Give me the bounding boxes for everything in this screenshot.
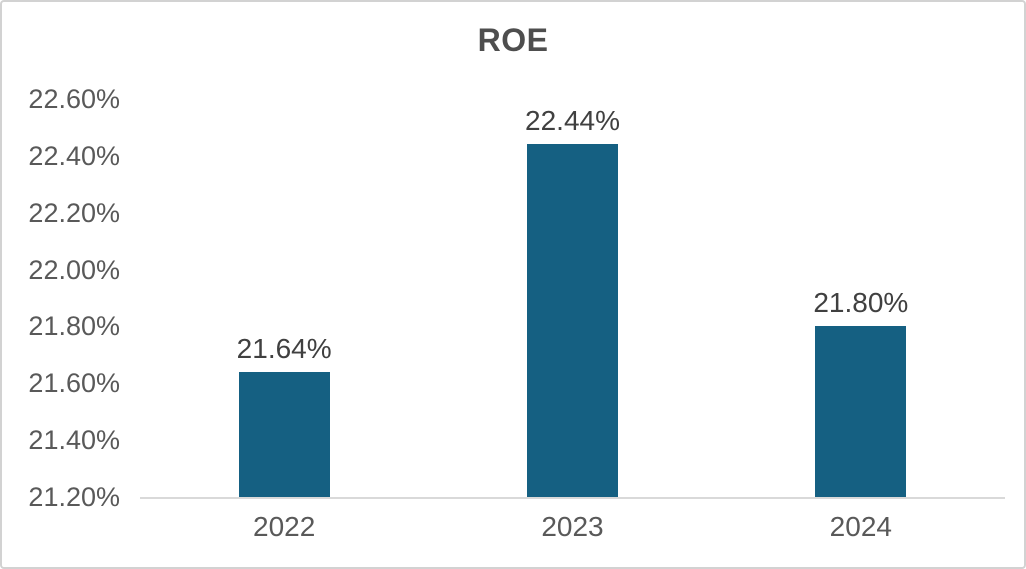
plot-area: 21.64% 22.44% 21.80% — [140, 99, 1005, 497]
y-axis-tick-label: 22.20% — [28, 197, 120, 228]
bar-2024 — [815, 326, 907, 497]
data-label-2023: 22.44% — [525, 105, 620, 137]
y-axis-tick-label: 21.60% — [28, 368, 120, 399]
bar-2022 — [238, 371, 330, 497]
chart-title: ROE — [477, 22, 549, 58]
bar-2023 — [527, 144, 618, 497]
y-axis: 22.60% 22.40% 22.20% 22.00% 21.80% 21.60% 21.4… — [2, 2, 122, 567]
x-axis-label-2023: 2023 — [541, 511, 604, 542]
data-label-2024: 21.80% — [813, 287, 909, 319]
x-axis-line — [140, 497, 1005, 499]
x-axis-label-2022: 2022 — [253, 511, 316, 542]
x-axis-label-2024: 2024 — [829, 511, 892, 542]
y-axis-tick-label: 22.00% — [28, 254, 120, 285]
y-axis-tick-label: 22.60% — [28, 84, 120, 114]
data-label-2022: 21.64% — [236, 332, 332, 364]
y-axis-tick-label: 22.40% — [28, 140, 120, 171]
y-axis-tick-label: 21.20% — [28, 482, 120, 512]
y-axis-tick-label: 21.80% — [28, 311, 120, 342]
y-axis-tick-label: 21.40% — [28, 425, 120, 456]
